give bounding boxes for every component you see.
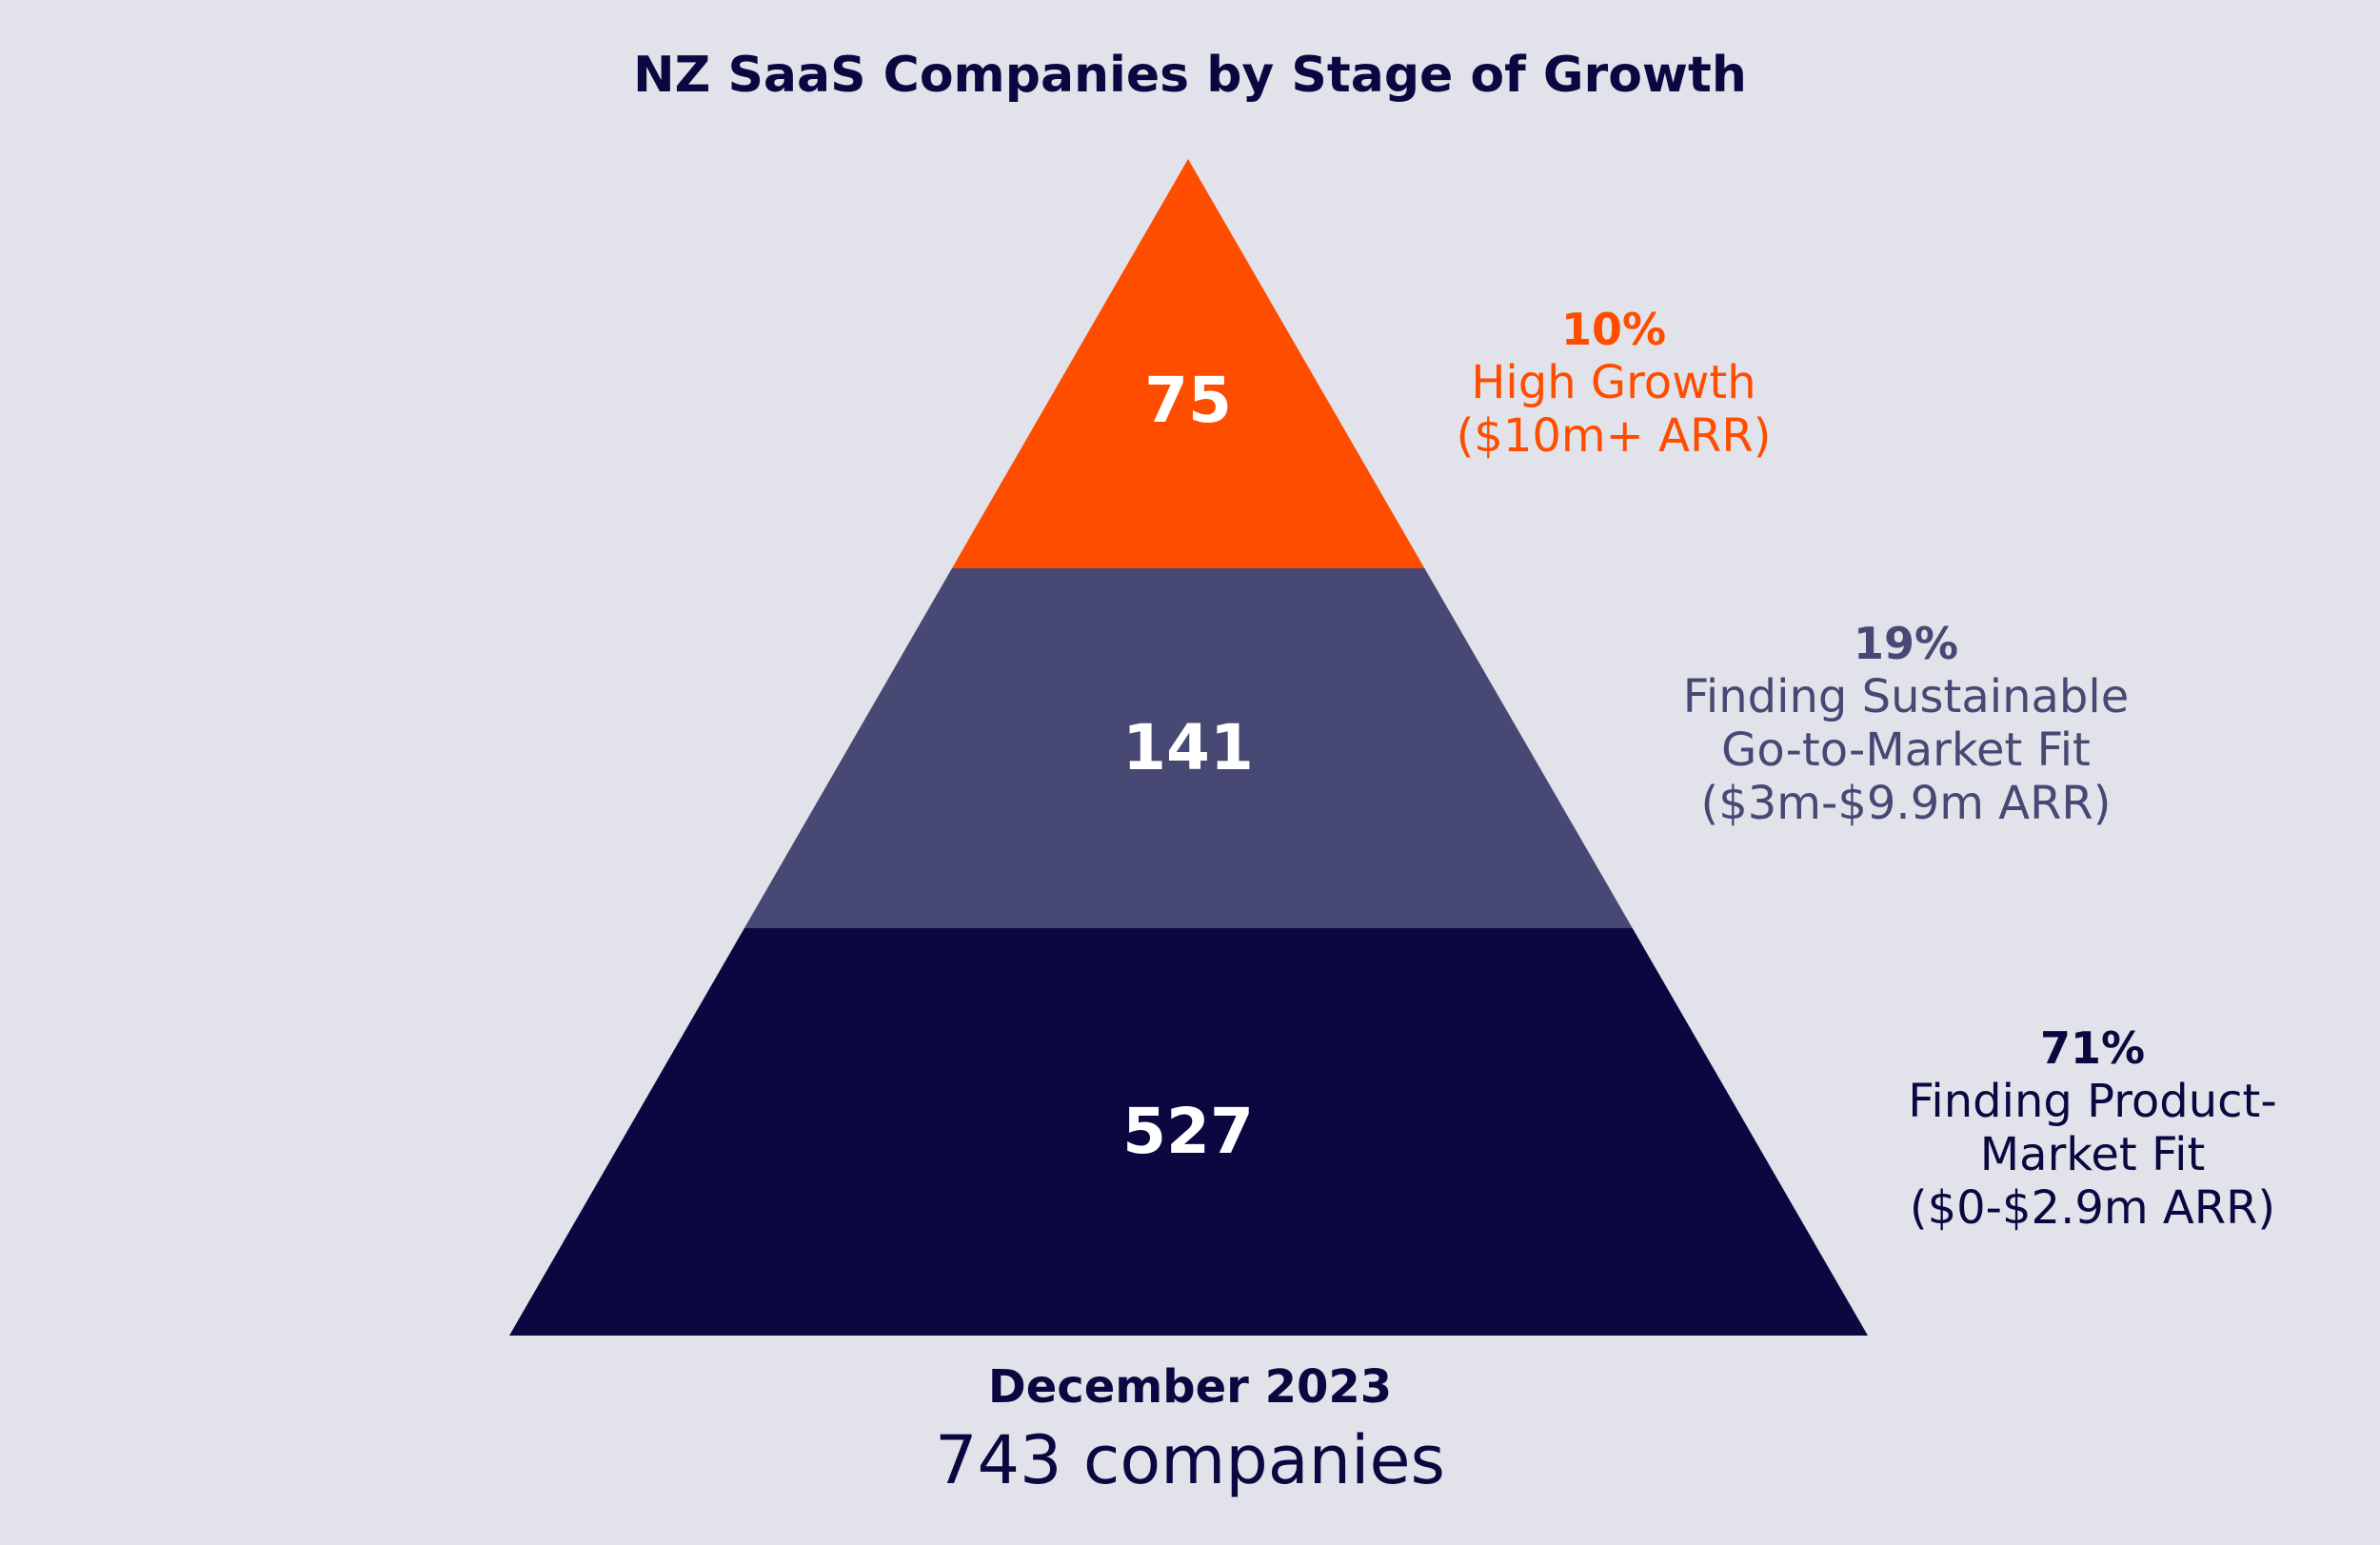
tier-description-2-line-2: Go-to-Market Fit (1721, 723, 2091, 777)
footer-total: 743 companies (935, 1421, 1445, 1499)
tier-percent-2: 19% (1854, 618, 1958, 669)
pyramid-tiers: 75 141 527 (509, 159, 1868, 1336)
tier-description-3-line-1: Finding Product- (1908, 1075, 2276, 1128)
tier-description-2-line-3: ($3m-$9.9m ARR) (1700, 777, 2111, 830)
tier-percent-1: 10% (1561, 304, 1666, 355)
tier-description-1-line-2: ($10m+ ARR) (1457, 409, 1772, 463)
tier-description-2-line-1: Finding Sustainable (1683, 670, 2129, 723)
chart-title: NZ SaaS Companies by Stage of Growth (633, 47, 1747, 104)
tier-value-2: 141 (1122, 711, 1254, 784)
tier-value-3: 527 (1122, 1095, 1254, 1168)
tier-percent-3: 71% (2040, 1022, 2145, 1074)
footer-date: December 2023 (988, 1360, 1392, 1414)
tier-labels: 10%High Growth($10m+ ARR) 19%Finding Sust… (1457, 304, 2277, 1235)
tier-value-1: 75 (1144, 364, 1232, 437)
tier-description-1-line-1: High Growth (1471, 356, 1755, 409)
tier-description-3-line-3: ($0-$2.9m ARR) (1910, 1181, 2275, 1235)
tier-description-3-line-2: Market Fit (1980, 1128, 2206, 1181)
pyramid-tier-1 (951, 159, 1425, 568)
pyramid-tier-3 (509, 928, 1868, 1336)
pyramid-tier-2 (744, 568, 1633, 928)
